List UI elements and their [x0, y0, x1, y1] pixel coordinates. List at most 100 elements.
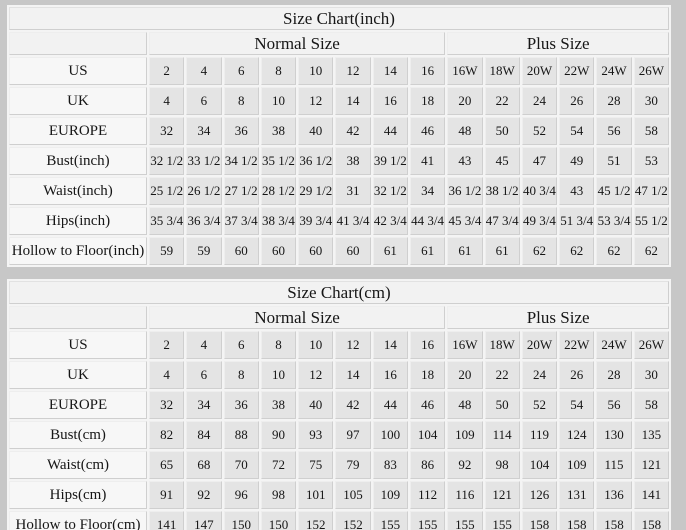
size-value-cell: 109: [559, 451, 595, 479]
size-value-cell: 158: [596, 511, 632, 530]
size-value-cell: 35 3/4: [149, 207, 185, 235]
size-value-cell: 45 3/4: [447, 207, 483, 235]
size-value-cell: 61: [409, 237, 446, 265]
size-value-cell: 24: [521, 87, 558, 115]
table-row: US 2 4 6 8 10 12 14 16 16W 18W 20W 22W 24W 26W: [9, 331, 669, 359]
column-group-header: Normal Size: [149, 306, 446, 329]
size-value-cell: 35 1/2: [260, 147, 297, 175]
row-label: EUROPE: [9, 391, 147, 419]
size-value-cell: 20W: [521, 57, 558, 85]
size-value-cell: 14: [335, 361, 371, 389]
size-value-cell: 8: [223, 361, 259, 389]
size-value-cell: 109: [372, 481, 408, 509]
table-row: Hips(inch) 35 3/4 36 3/4 37 3/4 38 3/4 39 3/4…: [9, 207, 669, 235]
size-value-cell: 30: [633, 361, 669, 389]
size-value-cell: 112: [409, 481, 446, 509]
size-value-cell: 40: [298, 391, 334, 419]
size-value-cell: 46: [409, 117, 446, 145]
size-chart-cm-table: Size Chart(cm) Normal Size Plus Size US 2 4 6 8…: [7, 279, 671, 530]
size-value-cell: 16: [372, 87, 408, 115]
size-value-cell: 44: [372, 117, 408, 145]
size-value-cell: 72: [260, 451, 297, 479]
size-value-cell: 82: [149, 421, 185, 449]
size-value-cell: 45: [484, 147, 520, 175]
size-value-cell: 12: [298, 361, 334, 389]
size-value-cell: 4: [149, 361, 185, 389]
size-value-cell: 46: [409, 391, 446, 419]
table-row: UK 4 6 8 10 12 14 16 18 20 22 24 26 28 30: [9, 361, 669, 389]
size-value-cell: 105: [335, 481, 371, 509]
size-value-cell: 8: [260, 57, 297, 85]
size-value-cell: 131: [559, 481, 595, 509]
size-value-cell: 12: [298, 87, 334, 115]
row-label: UK: [9, 361, 147, 389]
size-value-cell: 68: [186, 451, 222, 479]
size-value-cell: 96: [223, 481, 259, 509]
size-value-cell: 28 1/2: [260, 177, 297, 205]
size-value-cell: 4: [186, 331, 222, 359]
size-value-cell: 90: [260, 421, 297, 449]
size-value-cell: 2: [149, 331, 185, 359]
size-value-cell: 62: [559, 237, 595, 265]
size-value-cell: 18W: [484, 331, 520, 359]
size-value-cell: 141: [633, 481, 669, 509]
size-value-cell: 98: [260, 481, 297, 509]
size-value-cell: 38 1/2: [484, 177, 520, 205]
row-label: Hips(inch): [9, 207, 147, 235]
size-value-cell: 124: [559, 421, 595, 449]
table-row: UK 4 6 8 10 12 14 16 18 20 22 24 26 28 30: [9, 87, 669, 115]
size-value-cell: 42 3/4: [372, 207, 408, 235]
size-value-cell: 26 1/2: [186, 177, 222, 205]
size-value-cell: 20W: [521, 331, 558, 359]
size-value-cell: 155: [372, 511, 408, 530]
size-value-cell: 50: [484, 391, 520, 419]
size-value-cell: 12: [335, 331, 371, 359]
table-row: Hollow to Floor(inch) 59 59 60 60 60 60 61 61 61 6…: [9, 237, 669, 265]
size-value-cell: 34 1/2: [223, 147, 259, 175]
size-value-cell: 58: [633, 117, 669, 145]
size-value-cell: 116: [447, 481, 483, 509]
row-label: US: [9, 57, 147, 85]
size-value-cell: 37 3/4: [223, 207, 259, 235]
size-value-cell: 40: [298, 117, 334, 145]
size-value-cell: 24: [521, 361, 558, 389]
size-value-cell: 121: [484, 481, 520, 509]
size-value-cell: 49: [559, 147, 595, 175]
size-value-cell: 121: [633, 451, 669, 479]
size-value-cell: 60: [298, 237, 334, 265]
size-value-cell: 61: [484, 237, 520, 265]
size-value-cell: 26W: [633, 331, 669, 359]
size-value-cell: 38 3/4: [260, 207, 297, 235]
size-value-cell: 29 1/2: [298, 177, 334, 205]
size-value-cell: 126: [521, 481, 558, 509]
size-value-cell: 92: [186, 481, 222, 509]
size-value-cell: 54: [559, 391, 595, 419]
size-value-cell: 36 3/4: [186, 207, 222, 235]
size-value-cell: 32 1/2: [149, 147, 185, 175]
size-value-cell: 8: [260, 331, 297, 359]
size-value-cell: 16: [409, 331, 446, 359]
size-value-cell: 6: [186, 361, 222, 389]
size-value-cell: 83: [372, 451, 408, 479]
size-value-cell: 47: [521, 147, 558, 175]
size-value-cell: 155: [447, 511, 483, 530]
size-value-cell: 97: [335, 421, 371, 449]
size-value-cell: 92: [447, 451, 483, 479]
size-value-cell: 51: [596, 147, 632, 175]
size-value-cell: 34: [409, 177, 446, 205]
size-value-cell: 18W: [484, 57, 520, 85]
row-label: Hollow to Floor(cm): [9, 511, 147, 530]
size-value-cell: 49 3/4: [521, 207, 558, 235]
size-value-cell: 22: [484, 361, 520, 389]
size-value-cell: 16: [409, 57, 446, 85]
size-value-cell: 119: [521, 421, 558, 449]
column-group-row: Normal Size Plus Size: [9, 306, 669, 329]
row-label: Hollow to Floor(inch): [9, 237, 147, 265]
size-value-cell: 27 1/2: [223, 177, 259, 205]
size-value-cell: 16: [372, 361, 408, 389]
size-value-cell: 158: [559, 511, 595, 530]
table-row: Waist(cm) 65 68 70 72 75 79 83 86 92 98 104 109 115 12…: [9, 451, 669, 479]
size-value-cell: 53 3/4: [596, 207, 632, 235]
table-title-row: Size Chart(cm): [9, 281, 669, 304]
